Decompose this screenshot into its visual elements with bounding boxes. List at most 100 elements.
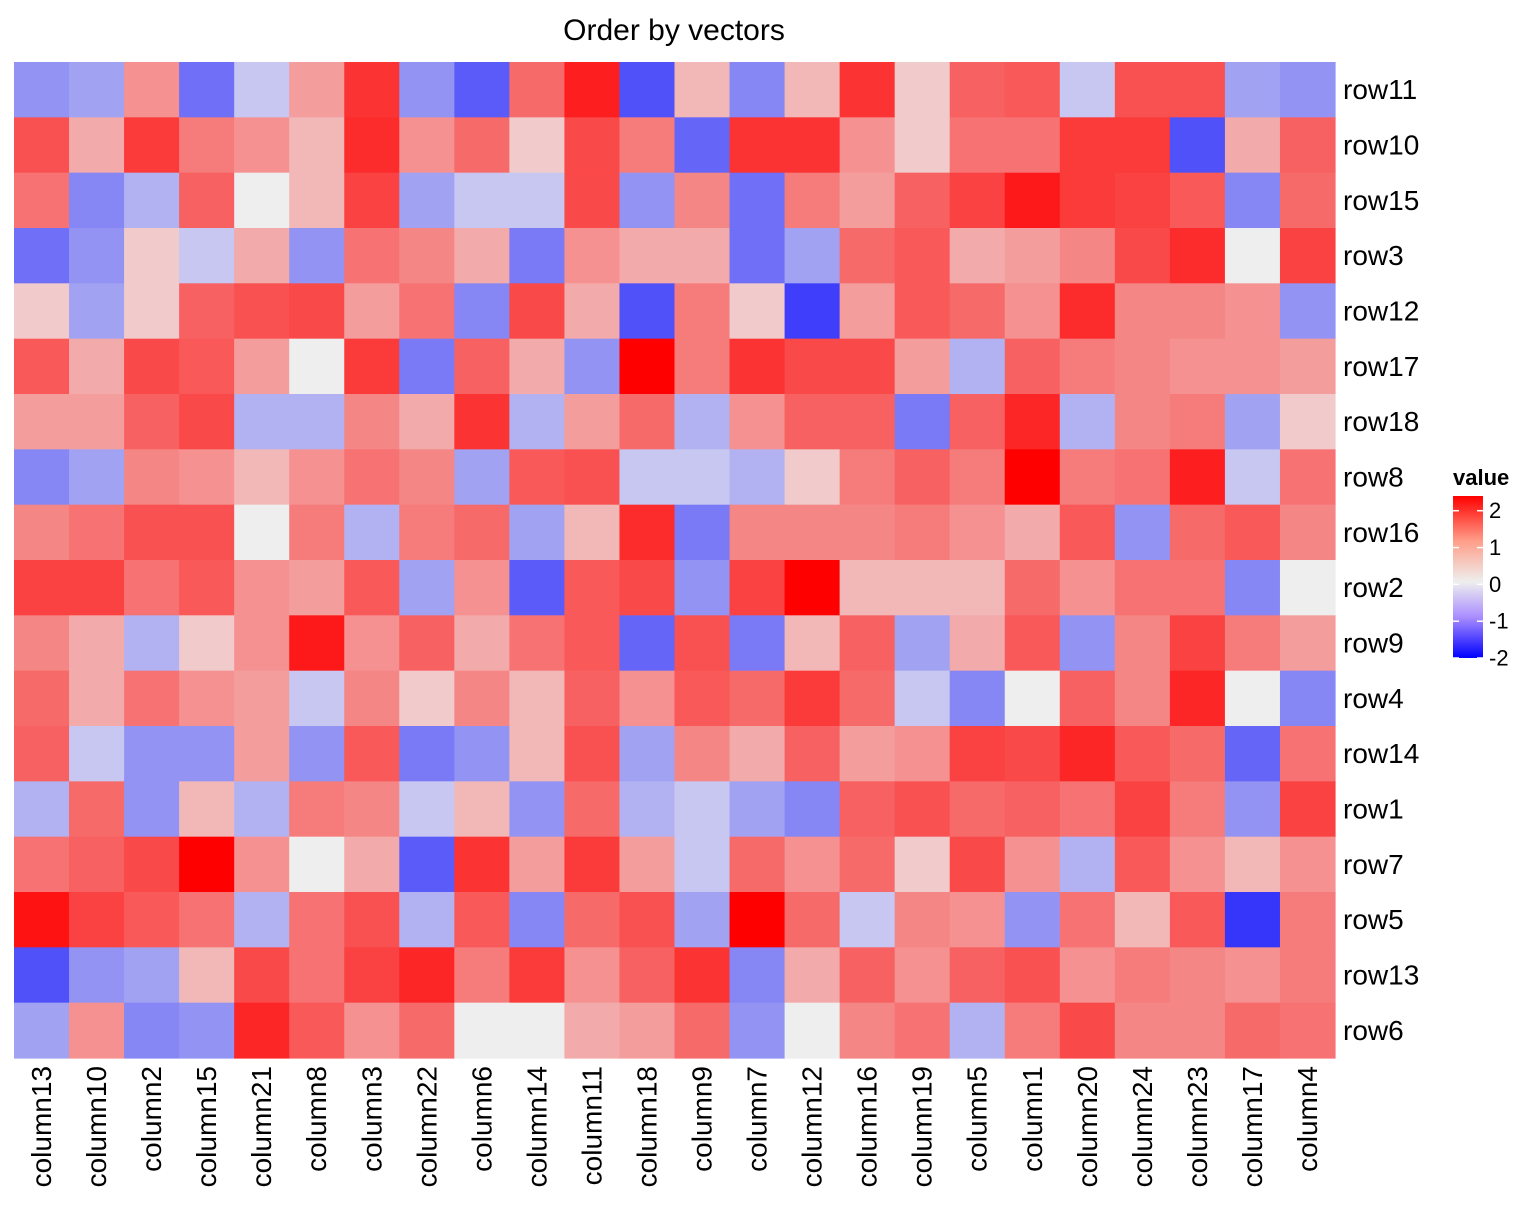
- heatmap-cell-row7-column8: [289, 836, 345, 893]
- heatmap-cell-row16-column21: [234, 504, 290, 561]
- row-label-row16: row16: [1343, 517, 1419, 548]
- heatmap-cell-row16-column10: [69, 504, 125, 561]
- heatmap-cell-row7-column7: [729, 836, 786, 893]
- heatmap-cell-row18-column15: [179, 394, 235, 450]
- heatmap-cell-row17-column12: [784, 338, 841, 395]
- heatmap-cell-row16-column4: [1279, 504, 1336, 561]
- heatmap-cell-row16-column6: [454, 504, 510, 561]
- heatmap-cell-row7-column20: [1059, 836, 1116, 893]
- heatmap-cell-row6-column3: [344, 1002, 400, 1059]
- heatmap-cell-row15-column1: [1004, 172, 1061, 229]
- heatmap-cell-row6-column21: [234, 1002, 290, 1059]
- heatmap-cell-row1-column24: [1114, 781, 1171, 838]
- heatmap-cell-row8-column5: [949, 449, 1006, 506]
- heatmap-cell-row9-column8: [289, 615, 345, 672]
- heatmap-cell-row7-column22: [399, 836, 455, 893]
- heatmap-cell-row7-column15: [179, 836, 235, 893]
- heatmap-cell-row14-column7: [729, 726, 786, 782]
- heatmap-cell-row14-column10: [69, 726, 125, 782]
- heatmap-cell-row17-column13: [14, 338, 70, 395]
- heatmap-cell-row13-column9: [674, 947, 731, 1004]
- heatmap-cell-row5-column6: [454, 892, 510, 948]
- heatmap-cell-row6-column11: [564, 1002, 621, 1059]
- heatmap-cell-row1-column17: [1224, 781, 1281, 838]
- heatmap-cell-row17-column3: [344, 338, 400, 395]
- heatmap-cell-row14-column16: [839, 726, 896, 782]
- heatmap-cell-row4-column16: [839, 670, 896, 727]
- heatmap-cell-row1-column5: [949, 781, 1006, 838]
- heatmap-cell-row8-column17: [1224, 449, 1281, 506]
- heatmap-cell-row7-column17: [1224, 836, 1281, 893]
- heatmap-cell-row12-column18: [619, 283, 676, 340]
- heatmap-cell-row10-column9: [674, 117, 731, 174]
- legend-tick-label: -2: [1489, 646, 1509, 671]
- heatmap-cell-row5-column13: [14, 892, 70, 948]
- heatmap-cell-row1-column18: [619, 781, 676, 838]
- heatmap-cell-row2-column14: [509, 560, 566, 616]
- heatmap-cell-row3-column12: [784, 228, 841, 284]
- heatmap-cell-row13-column24: [1114, 947, 1171, 1004]
- heatmap-cell-row18-column12: [784, 394, 841, 450]
- heatmap-cell-row5-column19: [894, 892, 951, 948]
- heatmap-cell-row2-column8: [289, 560, 345, 616]
- heatmap-cell-row8-column11: [564, 449, 621, 506]
- heatmap-cell-row17-column23: [1169, 338, 1226, 395]
- heatmap-cell-row17-column11: [564, 338, 621, 395]
- row-label-row5: row5: [1343, 904, 1404, 935]
- row-label-row7: row7: [1343, 849, 1404, 880]
- heatmap-cell-row12-column1: [1004, 283, 1061, 340]
- column-label-column19: column19: [907, 1066, 938, 1187]
- heatmap-cell-row1-column9: [674, 781, 731, 838]
- heatmap-cell-row6-column16: [839, 1002, 896, 1059]
- heatmap-cell-row15-column6: [454, 172, 510, 229]
- heatmap-cell-row1-column20: [1059, 781, 1116, 838]
- heatmap-cell-row6-column18: [619, 1002, 676, 1059]
- heatmap-cell-row13-column4: [1279, 947, 1336, 1004]
- heatmap-cell-row16-column13: [14, 504, 70, 561]
- heatmap-cell-row6-column7: [729, 1002, 786, 1059]
- heatmap-cell-row15-column16: [839, 172, 896, 229]
- heatmap-cell-row8-column14: [509, 449, 566, 506]
- heatmap-cell-row18-column23: [1169, 394, 1226, 450]
- heatmap-cell-row16-column8: [289, 504, 345, 561]
- heatmap-cell-row14-column18: [619, 726, 676, 782]
- column-label-column5: column5: [962, 1066, 993, 1172]
- heatmap-cell-row7-column9: [674, 836, 731, 893]
- heatmap-cell-row13-column13: [14, 947, 70, 1004]
- heatmap-cell-row9-column3: [344, 615, 400, 672]
- heatmap-cell-row11-column4: [1279, 62, 1336, 118]
- heatmap-cell-row16-column19: [894, 504, 951, 561]
- heatmap-cell-row4-column23: [1169, 670, 1226, 727]
- heatmap-cell-row14-column19: [894, 726, 951, 782]
- column-label-column10: column10: [81, 1066, 112, 1187]
- heatmap-cell-row10-column14: [509, 117, 566, 174]
- heatmap-cell-row3-column18: [619, 228, 676, 284]
- heatmap-cell-row18-column3: [344, 394, 400, 450]
- heatmap-cell-row16-column24: [1114, 504, 1171, 561]
- heatmap-cell-row14-column17: [1224, 726, 1281, 782]
- heatmap-cell-row1-column13: [14, 781, 70, 838]
- heatmap-cell-row17-column15: [179, 338, 235, 395]
- heatmap-cell-row13-column16: [839, 947, 896, 1004]
- heatmap-cell-row6-column1: [1004, 1002, 1061, 1059]
- heatmap-cell-row13-column19: [894, 947, 951, 1004]
- heatmap-cell-row12-column11: [564, 283, 621, 340]
- heatmap-cell-row3-column14: [509, 228, 566, 284]
- heatmap-cell-row4-column22: [399, 670, 455, 727]
- heatmap-cell-row18-column17: [1224, 394, 1281, 450]
- heatmap-cell-row12-column3: [344, 283, 400, 340]
- heatmap-cell-row18-column11: [564, 394, 621, 450]
- heatmap-cell-row9-column7: [729, 615, 786, 672]
- heatmap-cell-row5-column12: [784, 892, 841, 948]
- heatmap-cell-row15-column18: [619, 172, 676, 229]
- column-label-column6: column6: [466, 1066, 497, 1172]
- heatmap-cell-row15-column24: [1114, 172, 1171, 229]
- heatmap-cell-row3-column17: [1224, 228, 1281, 284]
- heatmap-cell-row16-column12: [784, 504, 841, 561]
- heatmap-cell-row11-column16: [839, 62, 896, 118]
- heatmap-cell-row2-column16: [839, 560, 896, 616]
- column-label-column1: column1: [1017, 1066, 1048, 1172]
- heatmap-cell-row11-column14: [509, 62, 566, 118]
- heatmap-cell-row5-column4: [1279, 892, 1336, 948]
- heatmap-cell-row16-column15: [179, 504, 235, 561]
